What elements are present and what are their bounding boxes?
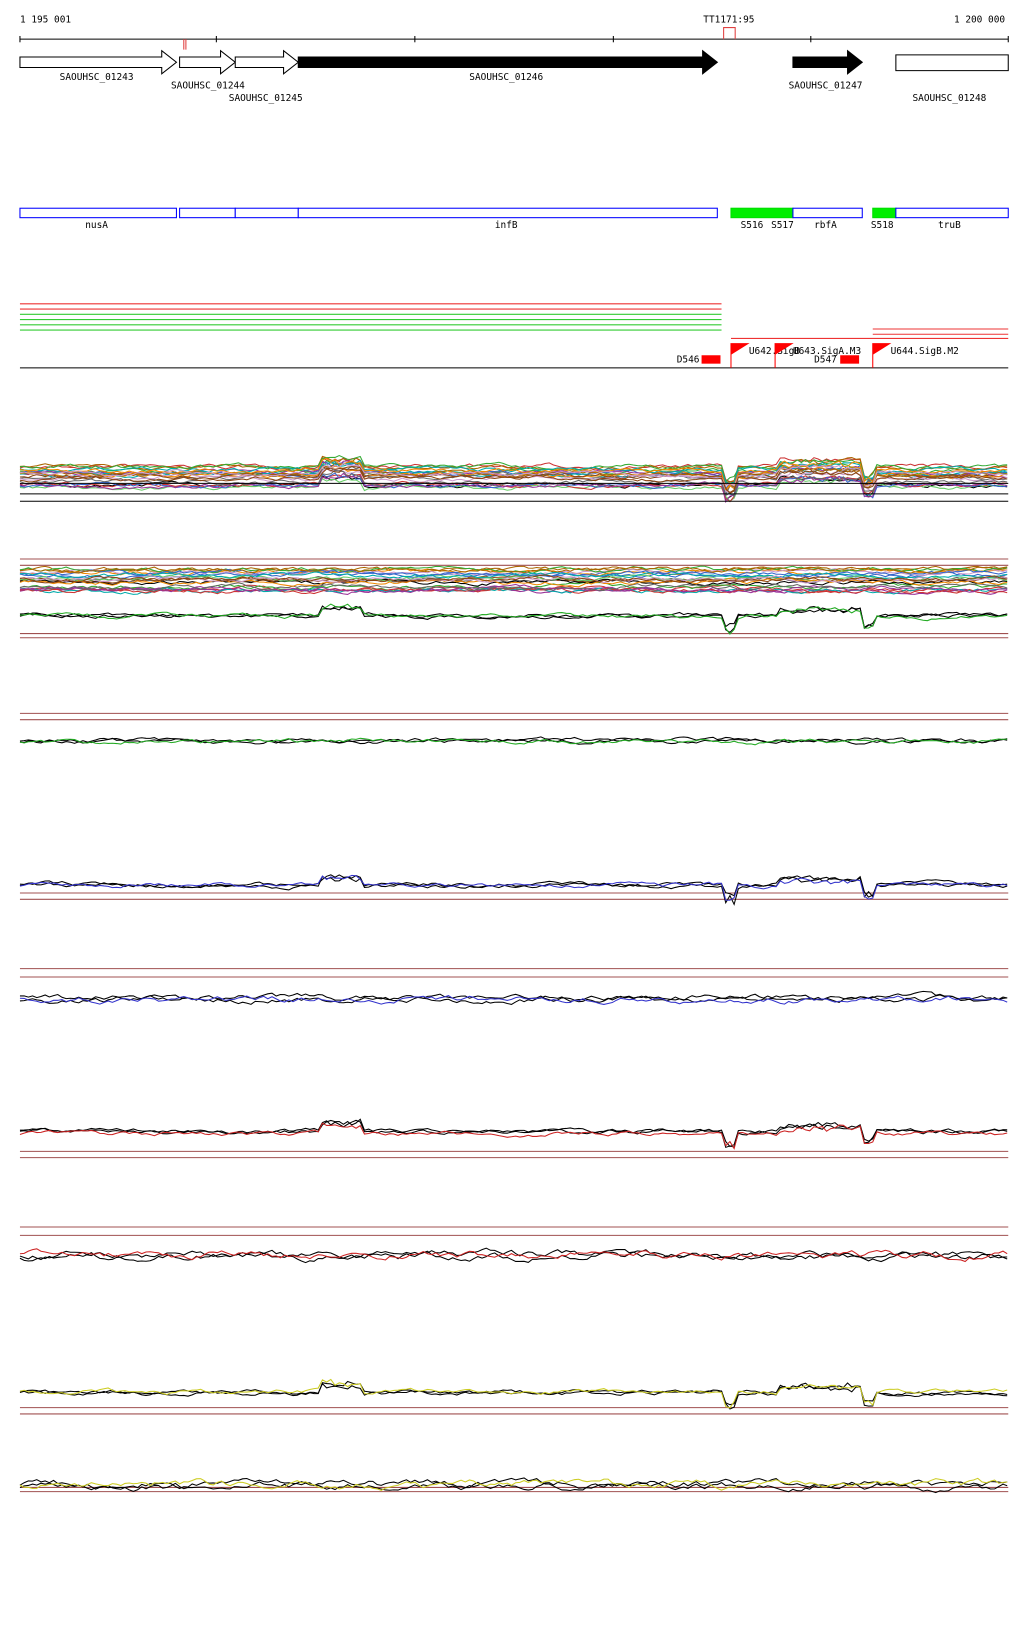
signal-trace bbox=[19, 605, 1008, 633]
gene bbox=[179, 49, 237, 75]
signal-trace bbox=[19, 1378, 1008, 1409]
feature-box bbox=[701, 355, 721, 364]
ruler-mark bbox=[183, 39, 187, 50]
region-label: S517 bbox=[771, 220, 794, 231]
feature-box bbox=[840, 355, 860, 364]
signal-trace bbox=[19, 1119, 1008, 1149]
gene bbox=[19, 49, 178, 75]
signal-trace bbox=[19, 1247, 1008, 1262]
ruler-marker-label: TT1171:95 bbox=[703, 14, 754, 25]
signal-trace bbox=[19, 995, 1008, 1005]
region-box bbox=[234, 207, 299, 219]
gene-label: SAOUHSC_01248 bbox=[912, 93, 986, 104]
signal-trace bbox=[19, 586, 1008, 595]
gene-label: SAOUHSC_01244 bbox=[171, 80, 245, 91]
signal-trace bbox=[19, 1122, 1008, 1150]
gene bbox=[792, 49, 864, 75]
signal-trace bbox=[19, 1118, 1008, 1148]
region-label: nusA bbox=[85, 220, 108, 231]
gene bbox=[234, 49, 300, 75]
feature-flag bbox=[774, 343, 794, 368]
region-box bbox=[730, 207, 794, 219]
signal-trace bbox=[19, 574, 1008, 584]
region-label: S516 bbox=[741, 220, 764, 231]
gene-label: SAOUHSC_01243 bbox=[60, 72, 134, 83]
signal-trace bbox=[19, 472, 1008, 504]
signal-trace bbox=[19, 473, 1008, 503]
region-label: rbfA bbox=[814, 220, 837, 231]
feature-flag bbox=[730, 343, 750, 368]
region-box bbox=[895, 207, 1009, 219]
ruler-marker bbox=[723, 27, 736, 40]
gene-label: SAOUHSC_01245 bbox=[229, 93, 303, 104]
signal-trace bbox=[19, 737, 1008, 746]
region-box bbox=[872, 207, 897, 219]
signal-trace bbox=[19, 1382, 1008, 1406]
signal-trace bbox=[19, 1477, 1008, 1491]
feature-label: U643.SigA.M3 bbox=[793, 346, 861, 357]
region-label: S518 bbox=[871, 220, 894, 231]
region-box bbox=[297, 207, 718, 219]
signal-trace bbox=[19, 994, 1008, 1005]
signal-trace bbox=[19, 566, 1008, 574]
signal-trace bbox=[19, 1248, 1008, 1263]
gene bbox=[297, 49, 719, 75]
signal-trace bbox=[19, 582, 1008, 592]
region-label: infB bbox=[495, 220, 518, 231]
signal-trace bbox=[19, 459, 1008, 485]
signal-trace bbox=[19, 874, 1008, 906]
signal-trace bbox=[19, 462, 1008, 487]
gene-label: SAOUHSC_01246 bbox=[469, 72, 543, 83]
signal-trace bbox=[19, 465, 1008, 494]
ruler: 1 195 001 1 200 000 TT1171:95 bbox=[19, 14, 1009, 50]
signal-trace bbox=[19, 571, 1008, 580]
signal-trace bbox=[19, 467, 1008, 494]
feature-label: D546 bbox=[677, 355, 700, 366]
region-label: truB bbox=[938, 220, 961, 231]
ruler-end: 1 200 000 bbox=[954, 14, 1005, 25]
signal-trace bbox=[19, 578, 1008, 587]
region-box bbox=[19, 207, 177, 219]
ruler-start: 1 195 001 bbox=[20, 14, 71, 25]
region-box bbox=[179, 207, 236, 219]
feature-label: D547 bbox=[814, 355, 837, 366]
feature-label: U642.SigB bbox=[749, 346, 800, 357]
region-box bbox=[792, 207, 863, 219]
signal-trace bbox=[19, 603, 1008, 635]
feature-flag bbox=[872, 343, 892, 368]
gene bbox=[895, 54, 1009, 72]
gene-label: SAOUHSC_01247 bbox=[789, 80, 863, 91]
signal-trace bbox=[19, 454, 1008, 483]
feature-label: U644.SigB.M2 bbox=[891, 346, 959, 357]
signal-trace bbox=[19, 874, 1008, 901]
signal-trace bbox=[19, 1477, 1008, 1494]
